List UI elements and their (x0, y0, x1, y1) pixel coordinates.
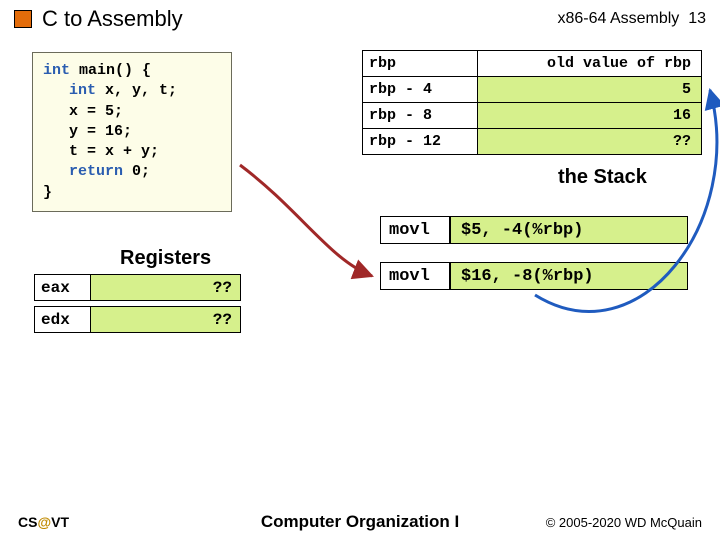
instr-args-2: $16, -8(%rbp) (450, 262, 688, 290)
code-line-5: t = x + y; (69, 142, 221, 162)
code-line-6: 0; (123, 163, 150, 180)
instr-op-1: movl (380, 216, 450, 244)
reg-name: edx (35, 307, 91, 333)
instr-args-1: $5, -4(%rbp) (450, 216, 688, 244)
stack-addr: rbp - 8 (363, 103, 478, 129)
instr-op-2: movl (380, 262, 450, 290)
stack-row: rbp old value of rbp (363, 51, 702, 77)
stack-addr: rbp - 12 (363, 129, 478, 155)
stack-row: rbp - 12 ?? (363, 129, 702, 155)
stack-row: rbp - 4 5 (363, 77, 702, 103)
registers-title: Registers (120, 247, 211, 270)
stack-val: ?? (477, 129, 701, 155)
code-line-3: x = 5; (69, 102, 221, 122)
code-line-2: x, y, t; (96, 82, 177, 99)
slide-footer: CS@VT Computer Organization I © 2005-202… (0, 514, 720, 530)
kw-int-1: int (43, 62, 70, 79)
arrow-code-to-movl (240, 165, 372, 276)
reg-val: ?? (91, 275, 241, 301)
reg-val: ?? (91, 307, 241, 333)
stack-addr: rbp - 4 (363, 77, 478, 103)
code-line-1: main() { (70, 62, 151, 79)
header-bullet (14, 10, 32, 28)
stack-row: rbp - 8 16 (363, 103, 702, 129)
kw-int-2: int (69, 82, 96, 99)
slide-subheader: x86-64 Assembly 13 (557, 10, 706, 28)
stack-val: 16 (477, 103, 701, 129)
subheader-text: x86-64 Assembly (557, 10, 679, 27)
footer-mid: Computer Organization I (0, 512, 720, 532)
stack-val: old value of rbp (477, 51, 701, 77)
reg-name: eax (35, 275, 91, 301)
stack-addr: rbp (363, 51, 478, 77)
register-row: edx ?? (34, 306, 241, 333)
stack-table: rbp old value of rbp rbp - 4 5 rbp - 8 1… (362, 50, 702, 155)
register-row: eax ?? (34, 274, 241, 301)
page-number: 13 (688, 10, 706, 27)
stack-val: 5 (477, 77, 701, 103)
code-line-7: } (43, 184, 52, 201)
slide-title: C to Assembly (42, 6, 183, 32)
c-code-box: int main() { int x, y, t; x = 5;y = 16;t … (32, 52, 232, 212)
code-line-4: y = 16; (69, 122, 221, 142)
stack-label: the Stack (558, 166, 647, 189)
slide-header: C to Assembly x86-64 Assembly 13 (14, 6, 706, 32)
kw-return: return (69, 163, 123, 180)
